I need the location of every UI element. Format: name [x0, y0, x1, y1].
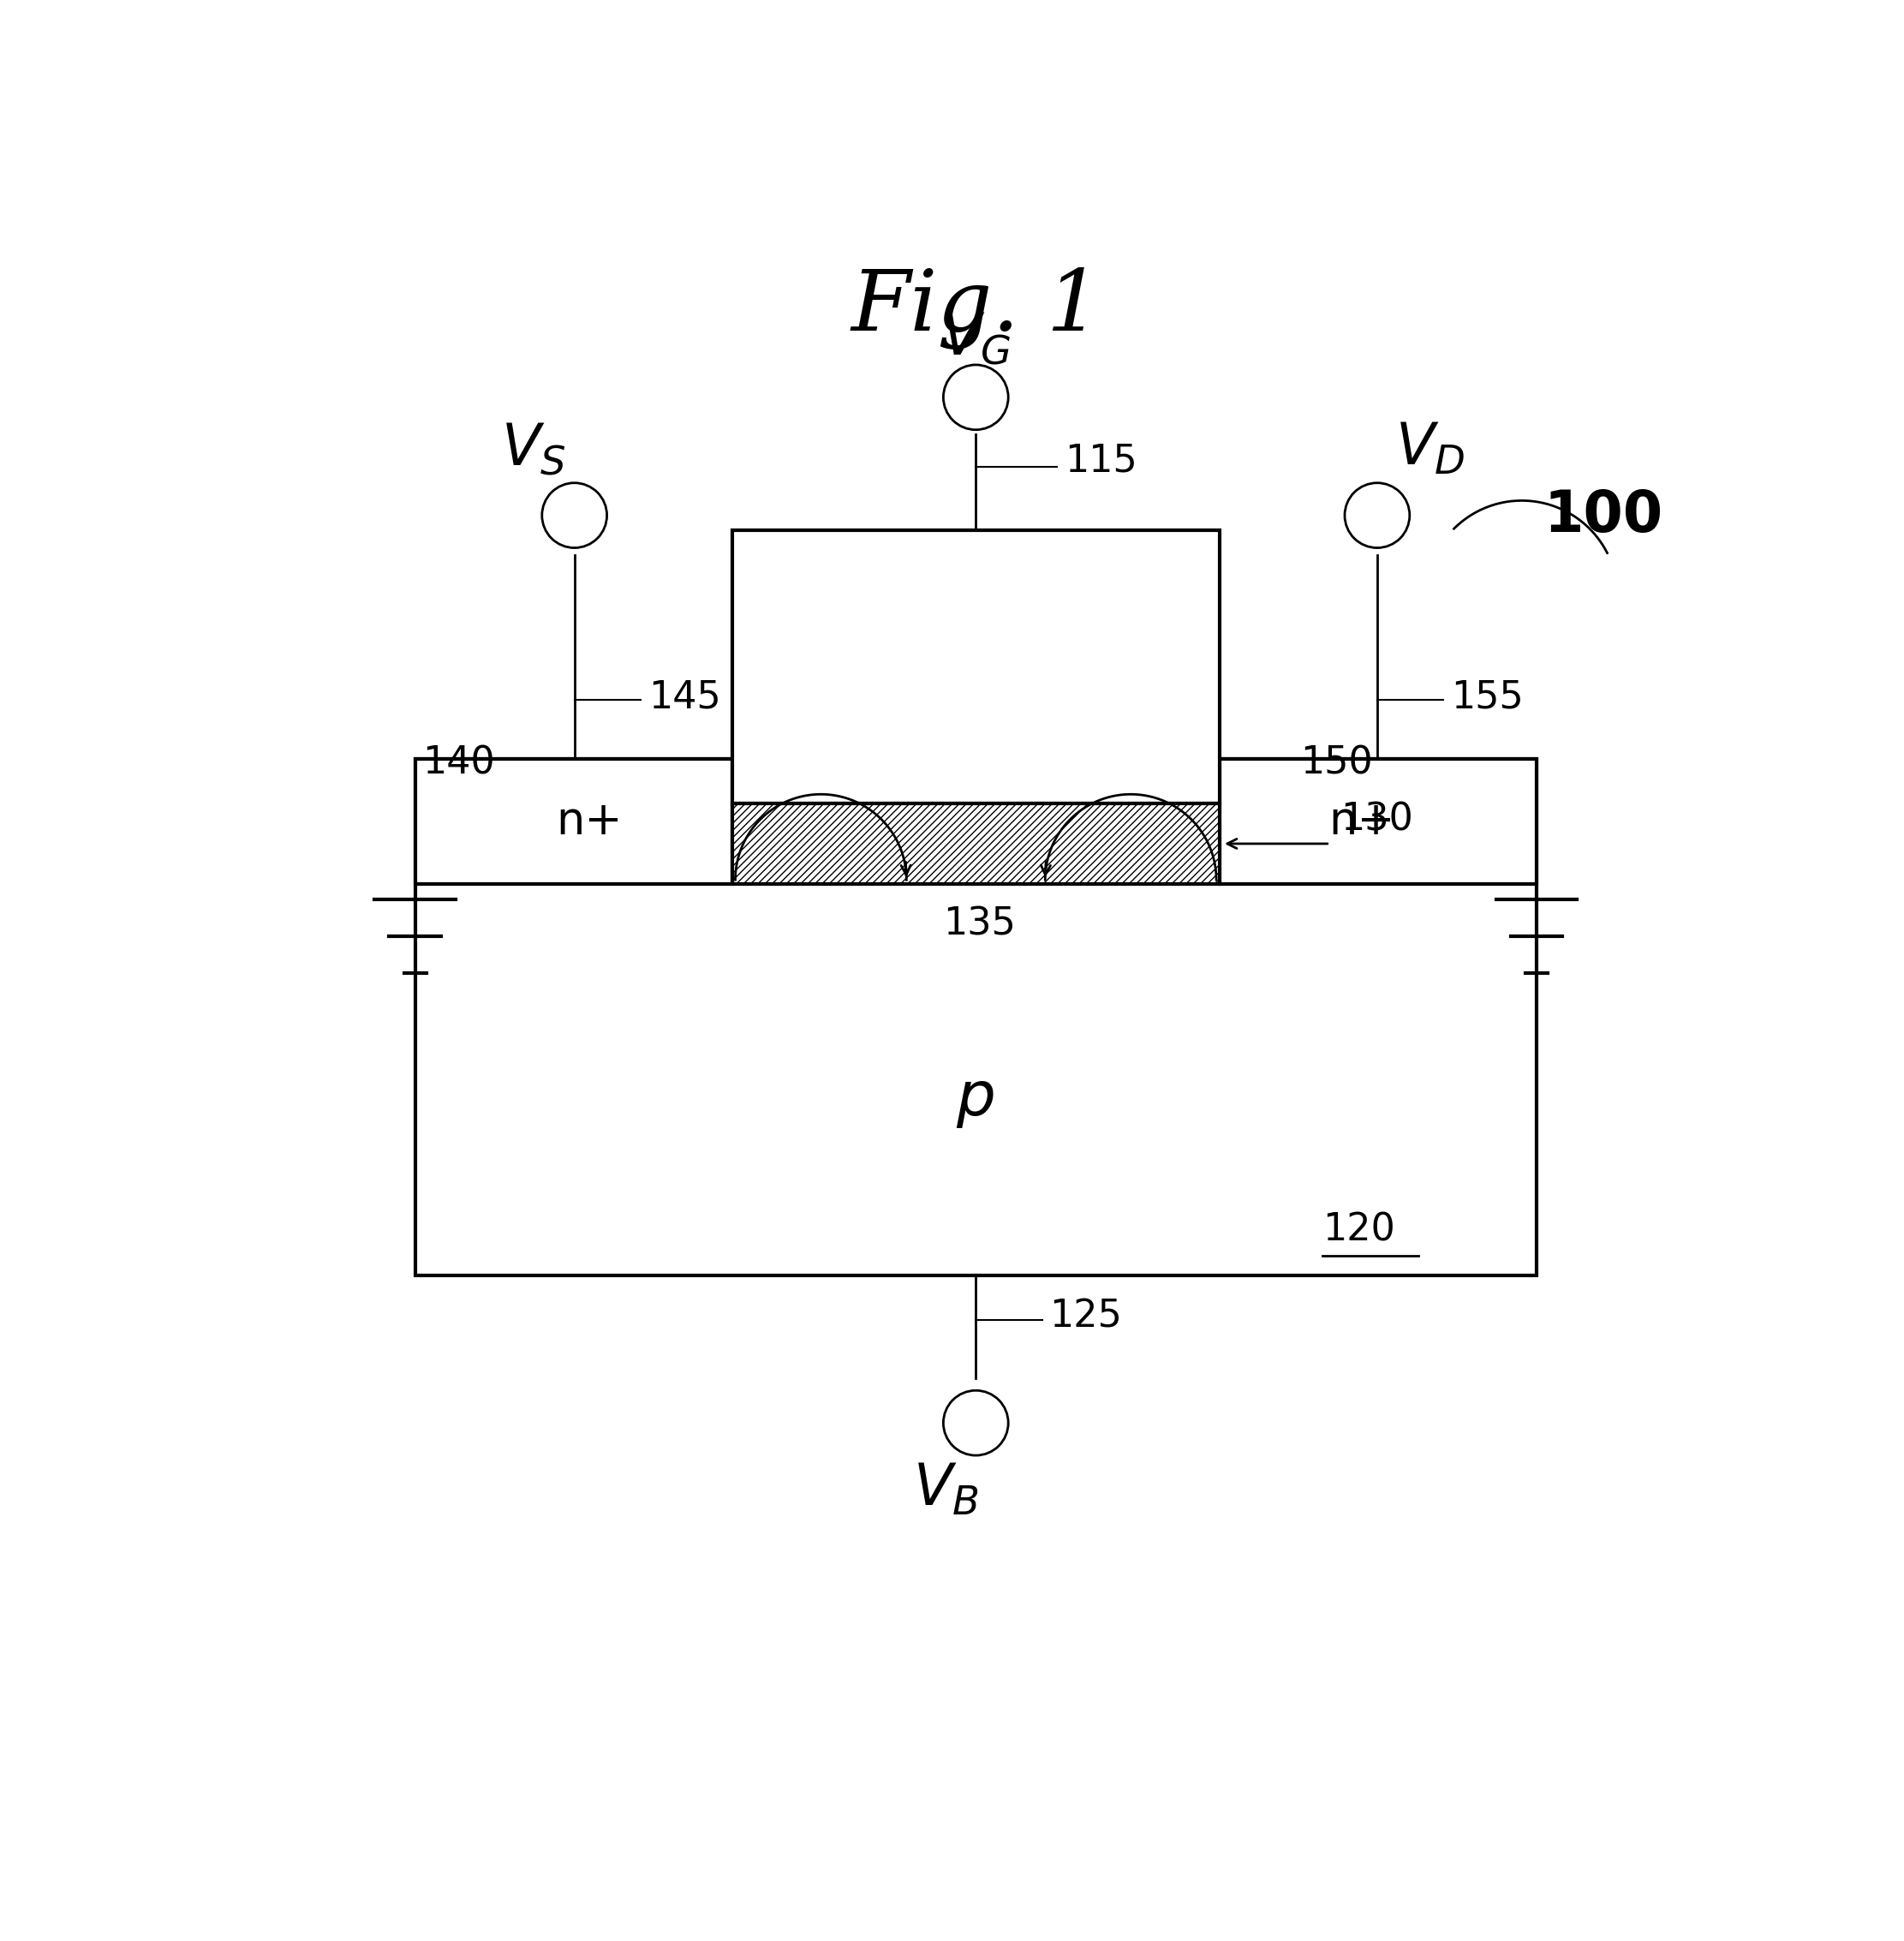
Text: $V_G$: $V_G$ [941, 311, 1011, 367]
Text: 125: 125 [1049, 1299, 1121, 1335]
Text: 155: 155 [1451, 679, 1523, 716]
Text: n+: n+ [556, 800, 623, 844]
Bar [415, 759, 1537, 1275]
Text: $V_B$: $V_B$ [914, 1462, 979, 1518]
Text: n+: n+ [1329, 800, 1396, 844]
Bar [733, 530, 1219, 804]
Text: 140: 140 [423, 745, 495, 782]
Text: Fig. 1: Fig. 1 [851, 268, 1101, 349]
Text: $V_S$: $V_S$ [501, 421, 565, 477]
Bar [415, 759, 733, 885]
Text: 100: 100 [1544, 487, 1664, 543]
Text: p: p [956, 1069, 996, 1128]
Text: 135: 135 [942, 906, 1017, 943]
Text: 130: 130 [1340, 802, 1413, 839]
Text: 150: 150 [1300, 745, 1373, 782]
Bar [733, 804, 1219, 885]
Text: 145: 145 [647, 679, 722, 716]
Text: 120: 120 [1323, 1211, 1396, 1248]
Text: $V_D$: $V_D$ [1396, 421, 1464, 477]
Bar [1219, 759, 1537, 885]
Text: 110: 110 [1000, 553, 1072, 590]
Text: 115: 115 [1064, 443, 1137, 479]
